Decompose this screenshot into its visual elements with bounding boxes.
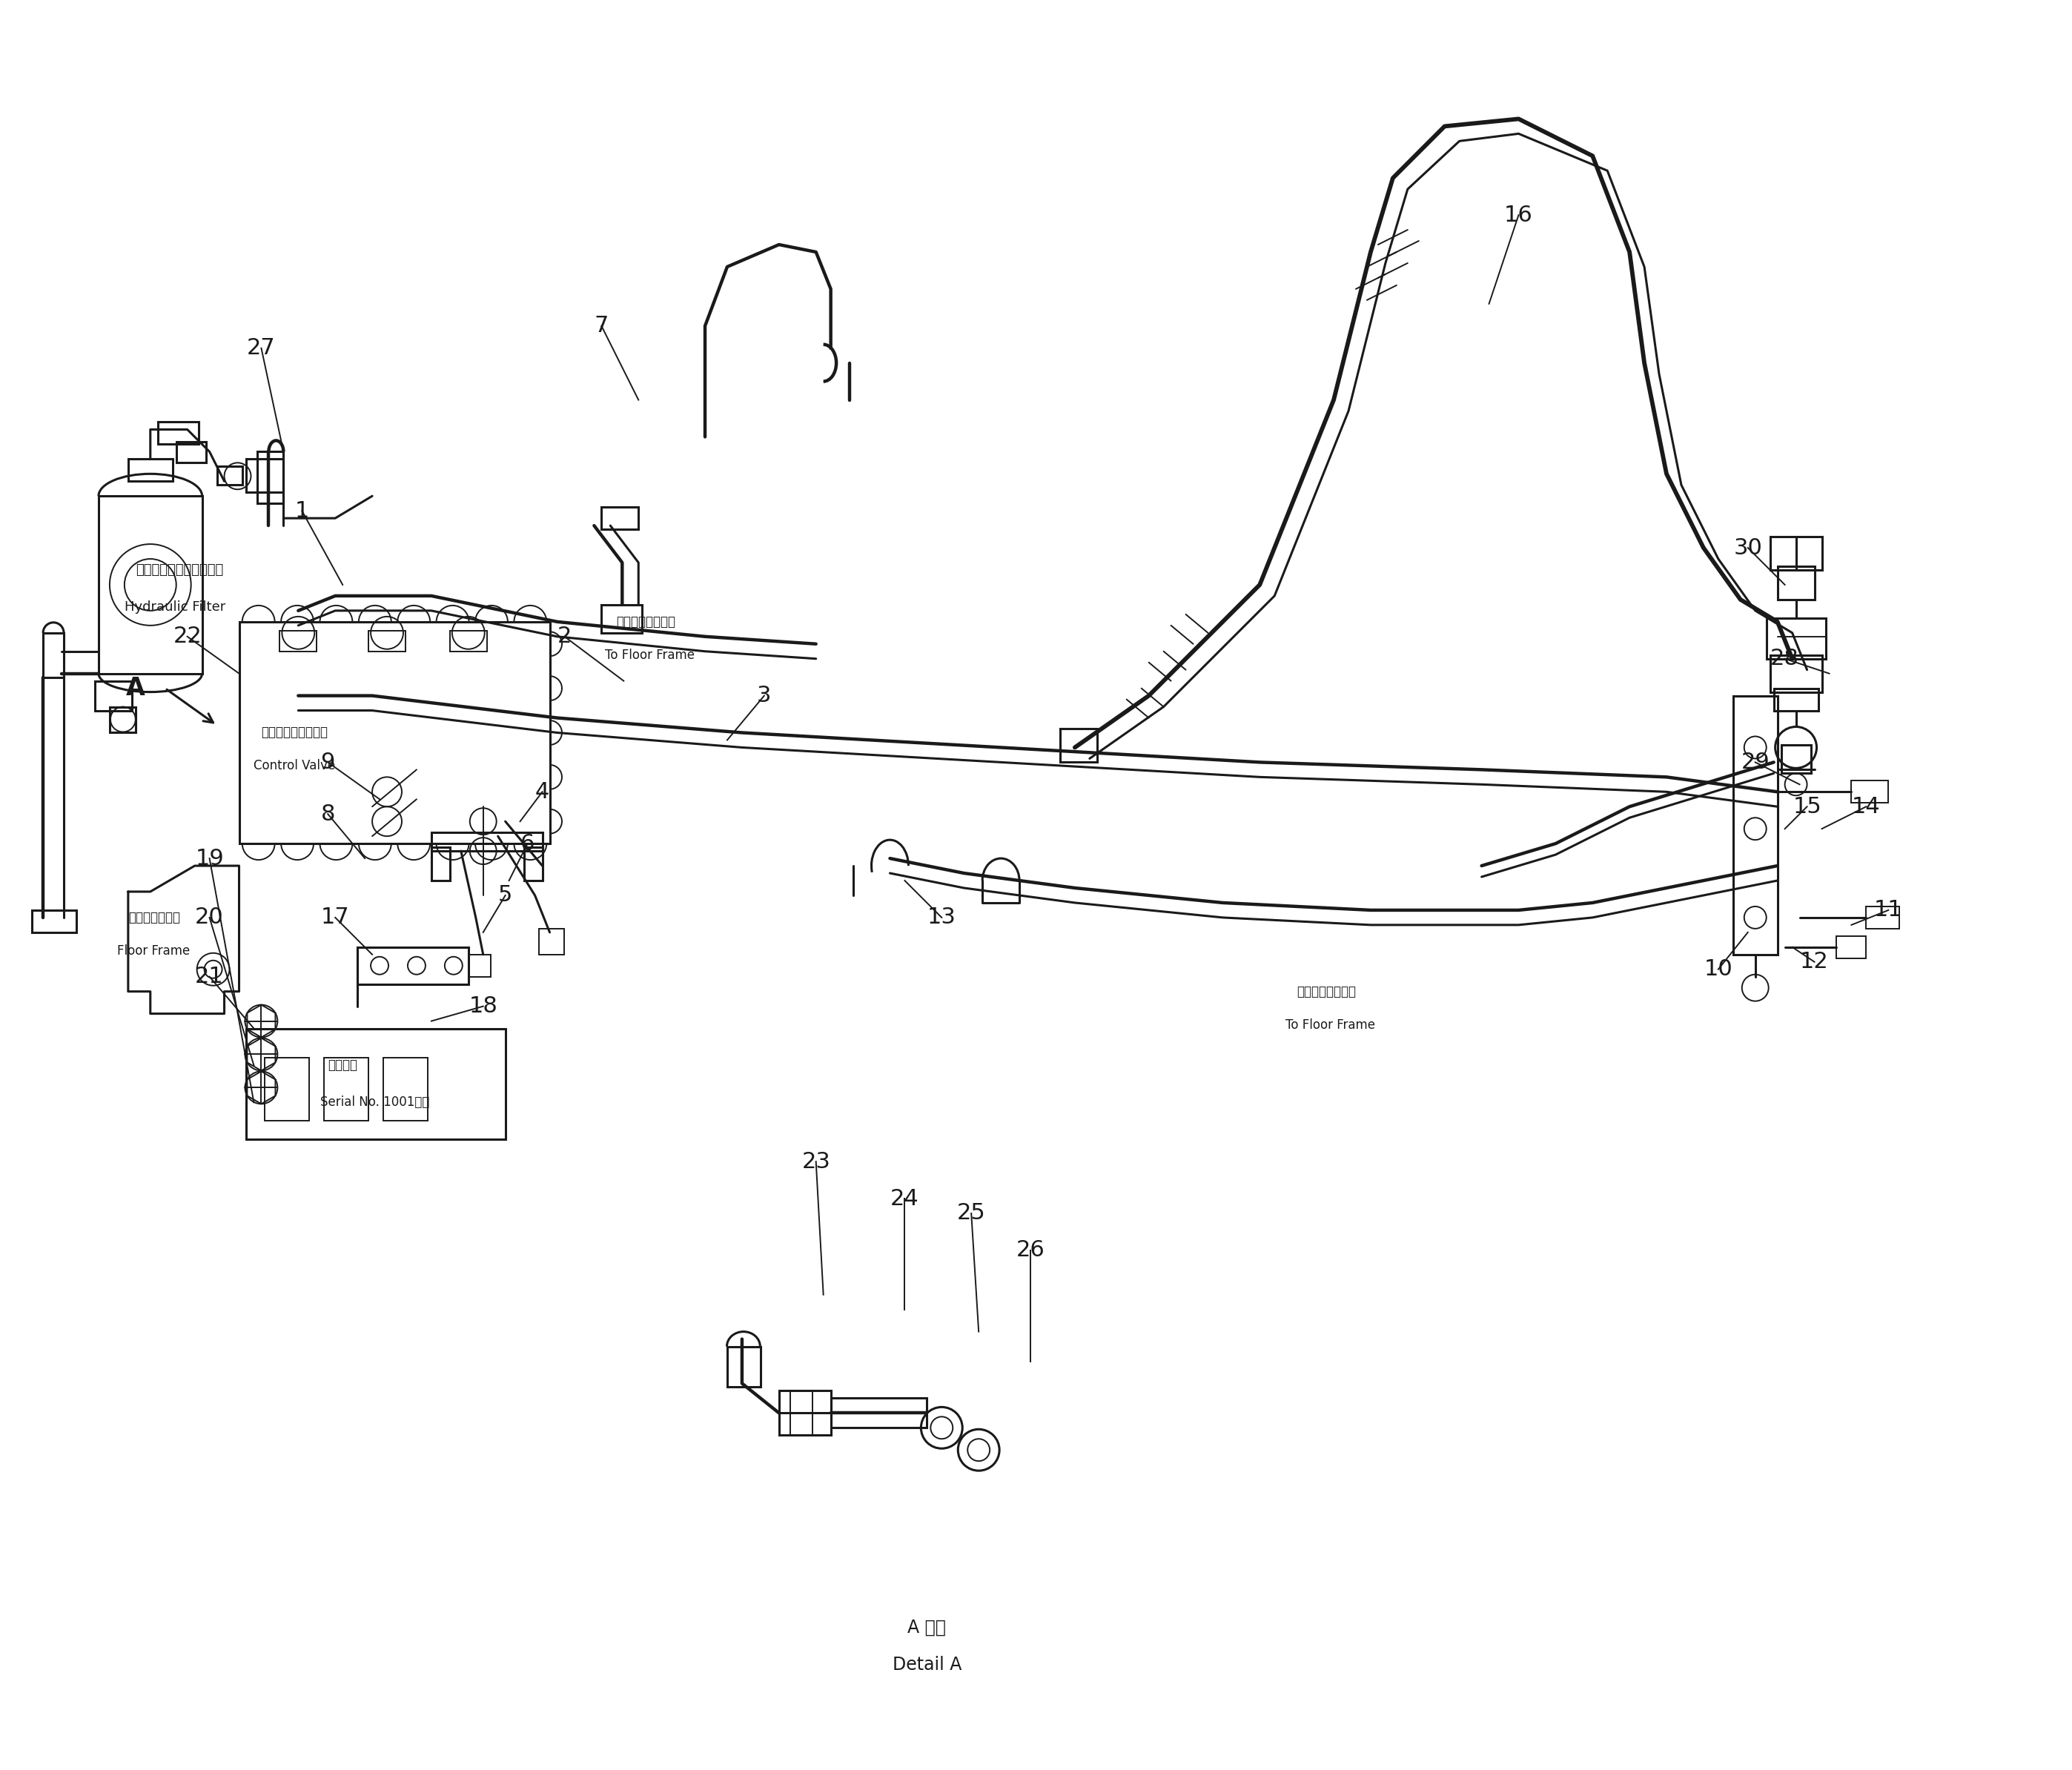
Bar	[280, 630, 317, 651]
Bar	[431, 832, 543, 851]
Bar	[31, 910, 77, 933]
Bar	[247, 458, 284, 492]
Bar	[1769, 536, 1821, 570]
Bar	[1774, 689, 1817, 710]
Text: 24: 24	[891, 1188, 920, 1209]
Text: 16: 16	[1504, 204, 1533, 227]
Bar	[524, 848, 543, 880]
Text: To Floor Frame: To Floor Frame	[1285, 1018, 1376, 1032]
Bar	[110, 706, 135, 733]
Bar	[44, 634, 64, 678]
Bar	[247, 1028, 506, 1140]
Text: 22: 22	[172, 627, 201, 648]
Text: 8: 8	[321, 804, 336, 825]
Bar	[356, 947, 468, 984]
Bar	[1852, 781, 1888, 804]
Text: 17: 17	[321, 906, 350, 927]
Text: 2: 2	[557, 627, 572, 648]
Text: 23: 23	[802, 1150, 831, 1172]
Text: Serial No. 1001～．: Serial No. 1001～．	[321, 1096, 429, 1110]
Text: 4: 4	[535, 781, 549, 802]
Text: A 詳細: A 詳細	[908, 1618, 947, 1635]
Text: 9: 9	[321, 752, 336, 773]
Bar	[99, 496, 203, 674]
Text: 29: 29	[1740, 752, 1769, 773]
Bar	[539, 929, 564, 954]
Bar	[369, 630, 406, 651]
Bar	[218, 467, 242, 485]
Text: 26: 26	[1015, 1239, 1044, 1260]
Text: Hydraulic Filter: Hydraulic Filter	[124, 600, 226, 614]
Bar	[95, 681, 133, 710]
Bar	[257, 451, 284, 503]
Bar	[1765, 618, 1825, 658]
Text: Floor Frame: Floor Frame	[116, 943, 191, 958]
Bar	[383, 1058, 427, 1120]
Text: 14: 14	[1852, 797, 1881, 818]
Text: 11: 11	[1873, 899, 1902, 920]
Text: 5: 5	[497, 885, 512, 906]
Bar	[265, 1058, 309, 1120]
Text: 3: 3	[756, 685, 771, 706]
Bar	[128, 458, 172, 481]
Text: 12: 12	[1801, 950, 1830, 974]
Text: A: A	[126, 676, 145, 701]
Text: 27: 27	[247, 338, 276, 359]
Text: 18: 18	[468, 995, 497, 1018]
Text: 6: 6	[520, 834, 535, 855]
Text: フロアフレームへ: フロアフレームへ	[615, 614, 675, 628]
Bar	[727, 1347, 760, 1388]
Text: 20: 20	[195, 906, 224, 927]
Bar	[157, 421, 199, 444]
Text: Detail A: Detail A	[893, 1655, 961, 1673]
Text: フロアフレームへ: フロアフレームへ	[1297, 984, 1355, 998]
Text: 適用号機: 適用号機	[327, 1058, 358, 1073]
Text: To Floor Frame: To Floor Frame	[605, 648, 694, 662]
Bar	[450, 630, 487, 651]
Text: 1: 1	[294, 501, 309, 522]
Bar	[1769, 655, 1821, 692]
Text: コントロールバルブ: コントロールバルブ	[261, 726, 327, 740]
Text: Control Valve: Control Valve	[255, 759, 336, 773]
Text: 7: 7	[595, 315, 609, 336]
Bar	[431, 848, 450, 880]
Text: 21: 21	[195, 966, 224, 988]
Bar	[468, 954, 491, 977]
Bar	[831, 1398, 926, 1428]
Text: 28: 28	[1769, 648, 1798, 669]
Bar	[1778, 566, 1815, 600]
Bar	[1061, 729, 1096, 763]
Text: ハイドロリックフィルタ: ハイドロリックフィルタ	[135, 563, 224, 577]
Bar	[1836, 936, 1867, 958]
Text: フロアフレーム: フロアフレーム	[128, 912, 180, 924]
Bar	[238, 621, 549, 844]
Text: 13: 13	[928, 906, 955, 927]
Bar	[601, 605, 642, 634]
Text: 15: 15	[1792, 797, 1821, 818]
Bar	[1782, 745, 1811, 773]
Bar	[1867, 906, 1900, 929]
Bar	[601, 508, 638, 529]
Text: 10: 10	[1703, 959, 1732, 981]
Text: 25: 25	[957, 1202, 986, 1225]
Bar	[1732, 696, 1778, 954]
Bar	[323, 1058, 369, 1120]
Bar	[176, 442, 205, 462]
Text: 30: 30	[1734, 536, 1763, 559]
Text: 19: 19	[195, 848, 224, 869]
Bar	[779, 1391, 831, 1435]
